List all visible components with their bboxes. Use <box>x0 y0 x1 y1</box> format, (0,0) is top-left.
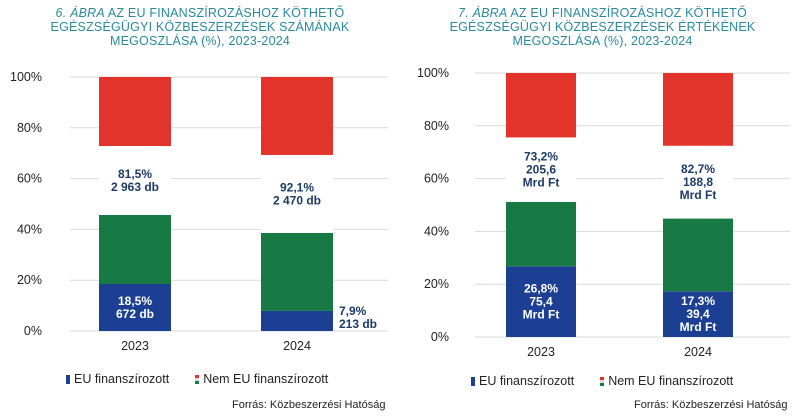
figure-number: 6. ÁBRA <box>55 6 105 20</box>
data-label-eu: 7,9% 213 db <box>339 304 377 331</box>
x-tick-label: 2024 <box>684 345 712 359</box>
data-label-non-eu: 92,1% 2 470 db <box>273 180 321 207</box>
data-label-non-eu: 82,7% 188,8 Mrd Ft <box>680 162 717 202</box>
y-tick-label: 100% <box>417 66 449 80</box>
x-tick-label: 2023 <box>121 339 149 353</box>
legend-item-non-eu: Nem EU finanszírozott <box>195 372 328 386</box>
source-note: Forrás: Közbeszerzési Hatóság <box>634 399 788 411</box>
bar-eu <box>663 291 733 337</box>
title-line-3: MEGOSZLÁSA (%), 2023-2024 <box>109 34 291 48</box>
bar-non-eu-green <box>506 201 576 267</box>
title-line-1: AZ EU FINANSZÍROZÁSHOZ KÖTHETŐ <box>510 6 747 20</box>
legend-swatch-non-eu <box>195 374 200 384</box>
legend-item-non-eu: Nem EU finanszírozott <box>600 374 733 388</box>
bar-non-eu-white <box>506 137 576 202</box>
y-tick-label: 20% <box>17 273 42 287</box>
legend-swatch-eu <box>471 376 475 386</box>
chart-panel-7: 7. ÁBRA AZ EU FINANSZÍROZÁSHOZ KÖTHETŐ E… <box>405 0 800 420</box>
bar-non-eu-white <box>663 145 733 219</box>
stacked-bar-chart: 0% 20% 40% 60% 80% 100% 2023 73,2% 205,6 Mrd Ft 26… <box>417 66 790 359</box>
bar-non-eu-red <box>663 73 733 146</box>
legend: EU finanszírozott Nem EU finanszírozott <box>66 372 328 386</box>
y-tick-label: 60% <box>424 172 449 186</box>
data-label-eu: 17,3% 39,4 Mrd Ft <box>680 294 717 334</box>
title-line-3: MEGOSZLÁSA (%), 2023-2024 <box>512 34 693 48</box>
y-tick-label: 40% <box>17 222 42 236</box>
y-tick-label: 100% <box>10 70 42 84</box>
legend-item-eu: EU finanszírozott <box>66 372 169 386</box>
x-tick-label: 2024 <box>283 339 311 353</box>
y-tick-label: 80% <box>17 121 42 135</box>
data-label-eu: 26,8% 75,4 Mrd Ft <box>523 282 560 322</box>
y-tick-label: 0% <box>24 324 42 338</box>
bar-non-eu-green <box>663 218 733 292</box>
title-line-1: AZ EU FINANSZÍROZÁSHOZ KÖTHETŐ <box>107 6 345 20</box>
legend-swatch-non-eu <box>600 376 605 386</box>
title-line-2: EGÉSZSÉGÜGYI KÖZBESZERZÉSEK SZÁMÁNAK <box>50 20 350 34</box>
chart-panel-6: 6. ÁBRA AZ EU FINANSZÍROZÁSHOZ KÖTHETŐ E… <box>0 6 400 411</box>
bar-eu <box>506 266 576 337</box>
bar-non-eu-red <box>261 77 333 155</box>
legend-item-eu: EU finanszírozott <box>471 374 574 388</box>
y-tick-label: 0% <box>431 330 449 344</box>
y-tick-label: 60% <box>17 172 42 186</box>
bar-eu <box>261 310 333 331</box>
y-tick-label: 20% <box>424 277 449 291</box>
data-label-eu: 18,5% 672 db <box>116 294 154 321</box>
bar-eu <box>99 284 171 331</box>
legend: EU finanszírozott Nem EU finanszírozott <box>471 374 733 388</box>
data-label-non-eu: 73,2% 205,6 Mrd Ft <box>523 150 560 190</box>
data-label-non-eu: 81,5% 2 963 db <box>111 167 159 194</box>
title-line-2: EGÉSZSÉGÜGYI KÖZBESZERZÉSEK ÉRTÉKÉNEK <box>449 20 756 34</box>
bar-non-eu-red <box>506 73 576 138</box>
y-tick-label: 80% <box>424 119 449 133</box>
bar-non-eu-white <box>99 146 171 216</box>
figure-number: 7. ÁBRA <box>458 6 508 20</box>
chart-title: 6. ÁBRA AZ EU FINANSZÍROZÁSHOZ KÖTHETŐ E… <box>0 6 400 48</box>
y-tick-label: 40% <box>424 224 449 238</box>
chart-title: 7. ÁBRA AZ EU FINANSZÍROZÁSHOZ KÖTHETŐ E… <box>405 6 800 48</box>
bar-non-eu-green <box>261 232 333 311</box>
stacked-bar-chart: 0% 20% 40% 60% 80% 100% 2023 81,5% 2 963 db 18,5%… <box>10 70 388 353</box>
bar-non-eu-green <box>99 215 171 285</box>
bar-non-eu-red <box>99 77 171 147</box>
x-tick-label: 2023 <box>527 345 555 359</box>
legend-swatch-eu <box>66 374 70 384</box>
bar-non-eu-white <box>261 154 333 233</box>
source-note: Forrás: Közbeszerzési Hatóság <box>232 399 386 411</box>
